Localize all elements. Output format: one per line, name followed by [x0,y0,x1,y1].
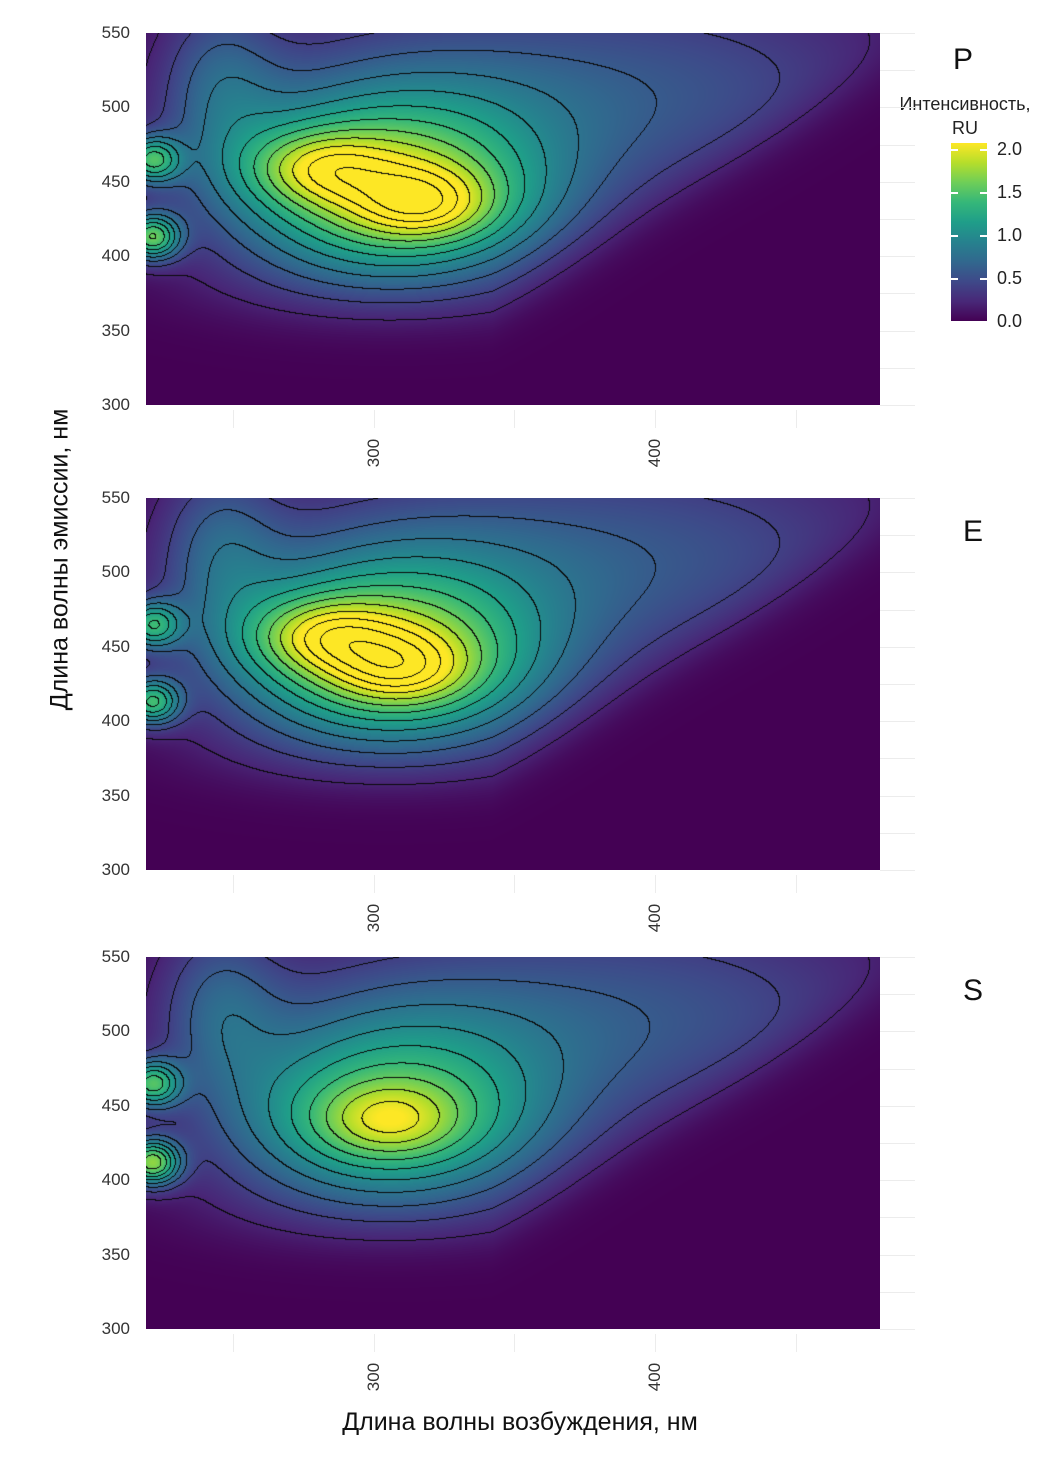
y-tick-label: 350 [101,1244,130,1264]
x-tick-mark [233,875,235,893]
x-tick-mark [655,410,657,428]
colorbar-tick [951,278,958,281]
gridline [880,144,915,146]
gridline [880,1068,915,1070]
colorbar-tick [951,235,958,238]
gridline [880,832,915,834]
y-tick-label: 450 [101,636,130,656]
x-tick-label: 300 [363,903,383,933]
y-tick-label: 400 [101,711,130,731]
colorbar-title-line2: RU [952,118,978,138]
colorbar-tick [980,149,987,152]
gridline [880,219,915,220]
y-tick-label: 500 [101,1021,130,1041]
facet-label: P [953,43,974,76]
y-tick-label: 450 [101,171,130,191]
gridline [880,498,915,499]
colorbar-tick [951,149,958,152]
gridline [880,1031,915,1033]
heatmap-S [146,957,880,1329]
y-tick-label: 400 [101,246,130,266]
x-tick-mark [373,410,375,428]
x-tick-mark [514,875,516,893]
gridline [880,994,915,996]
colorbar-tick [980,192,987,195]
x-tick-mark [373,875,375,893]
x-tick-mark [795,875,797,893]
panel-E: 550 500 450 400 350 300 300 400 E [0,488,1063,968]
panel-P: 550 500 450 400 350 300 300 400 P [0,23,1063,503]
facet-label: S [963,974,984,1007]
colorbar-title-line1: Интенсивность, [899,94,1031,114]
gridline [880,33,915,34]
gridline [880,1180,915,1182]
gridline [880,957,915,958]
gridline [880,1329,915,1330]
x-axis-title: Длина волны возбуждения, нм [342,1408,698,1436]
colorbar-tick-label: 1.5 [997,182,1023,203]
colorbar-title: Интенсивность, RU [885,92,1045,140]
x-tick-mark [655,1334,657,1352]
y-tick-label: 450 [101,1095,130,1115]
y-tick-label: 300 [101,395,130,414]
gridline [880,367,915,369]
gridline [880,684,915,685]
gridline [880,646,915,648]
gridline [880,405,915,406]
gridline [880,870,915,871]
gridline [880,1105,915,1107]
y-tick-label: 500 [101,562,130,582]
colorbar-tick-label: 1.0 [997,225,1023,246]
x-tick-mark [795,410,797,428]
gridline [880,1291,915,1293]
y-tick-label: 300 [101,860,130,879]
x-tick-label: 400 [645,438,665,468]
gridline [880,572,915,574]
colorbar-tick-label: 0.5 [997,268,1023,289]
y-tick-label: 350 [101,785,130,805]
gridline [880,1143,915,1144]
colorbar-tick-label: 2.0 [997,139,1023,160]
gridline [880,795,915,797]
x-tick-mark [233,410,235,428]
gridline [880,256,915,258]
gridline [880,293,915,295]
x-tick-label: 400 [645,1362,665,1392]
y-tick-label: 550 [101,947,130,966]
panel-S: 550 500 450 400 350 300 300 400 S [0,947,1063,1427]
colorbar-tick-label: 0.0 [997,311,1023,331]
y-tick-label: 550 [101,488,130,507]
y-tick-label: 400 [101,1170,130,1190]
gridline [880,181,915,183]
heatmap-E [146,498,880,870]
colorbar-tick [980,278,987,281]
gridline [880,609,915,611]
x-tick-mark [373,1334,375,1352]
gridline [880,1254,915,1256]
colorbar-tick [980,235,987,238]
x-tick-label: 300 [363,438,383,468]
gridline [880,721,915,723]
x-tick-mark [655,875,657,893]
colorbar-tick [951,192,958,195]
colorbar [951,143,987,321]
gridline [880,1217,915,1219]
y-tick-label: 300 [101,1319,130,1338]
gridline [880,70,915,72]
x-tick-mark [795,1334,797,1352]
x-tick-label: 300 [363,1362,383,1392]
gridline [880,330,915,332]
y-tick-label: 350 [101,320,130,340]
x-tick-mark [514,410,516,428]
x-tick-mark [514,1334,516,1352]
y-tick-label: 550 [101,23,130,42]
gridline [880,758,915,760]
heatmap-P [146,33,880,405]
y-tick-label: 500 [101,97,130,117]
gridline [880,107,915,109]
x-tick-label: 400 [645,903,665,933]
facet-label: E [963,515,984,548]
gridline [880,535,915,537]
x-tick-mark [233,1334,235,1352]
